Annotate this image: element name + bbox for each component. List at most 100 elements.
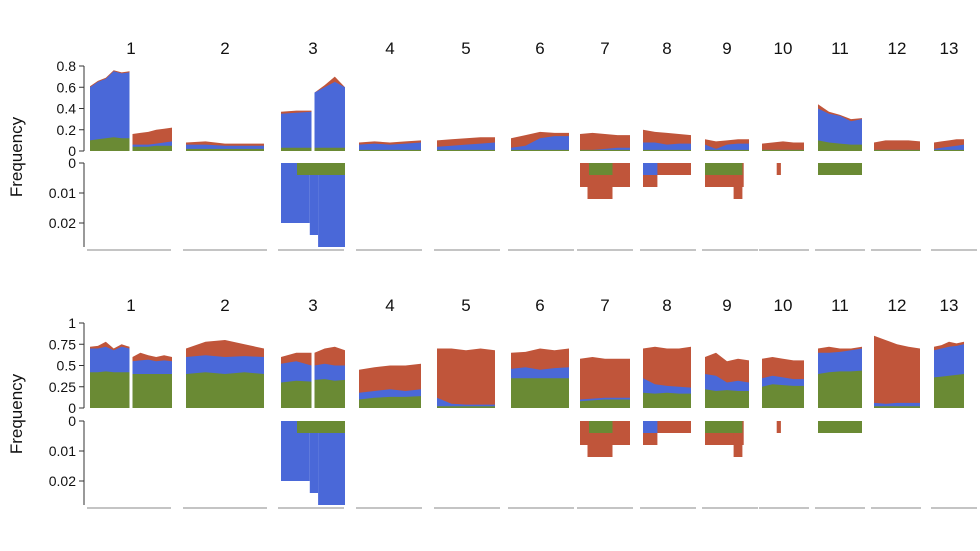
chromosome-label: 13	[940, 296, 959, 315]
lower-y-tick-label: 0.02	[49, 215, 76, 231]
chromosome-label: 9	[722, 296, 731, 315]
green-area	[818, 370, 862, 408]
upper-y-tick-label: 0	[68, 400, 76, 416]
y-axis-title: Frequency	[7, 373, 26, 454]
green-area	[90, 137, 130, 151]
blue-frequency-band	[309, 163, 319, 235]
green-area	[90, 371, 130, 408]
chromosome-label: 10	[774, 39, 793, 58]
blue-area	[90, 71, 130, 151]
green-frequency-band	[705, 163, 743, 175]
green-frequency-band	[818, 421, 862, 433]
green-area	[359, 149, 421, 151]
chromosome-label: 2	[220, 296, 229, 315]
blue-area	[818, 108, 862, 151]
red-frequency-band	[733, 163, 743, 199]
chromosome-label: 7	[600, 39, 609, 58]
green-area	[314, 379, 345, 408]
blue-area	[934, 144, 964, 151]
blue-frequency-band	[309, 421, 319, 493]
blue-area	[359, 142, 421, 151]
lower-y-tick-label: 0.02	[49, 473, 76, 489]
green-area	[762, 149, 804, 151]
red-frequency-band	[776, 163, 781, 175]
chromosome-label: 1	[126, 39, 135, 58]
chromosome-label: 12	[888, 296, 907, 315]
chromosome-label: 2	[220, 39, 229, 58]
green-area	[580, 149, 630, 151]
chromosome-label: 4	[385, 296, 394, 315]
blue-frequency-band	[318, 163, 345, 247]
green-area	[186, 148, 264, 151]
chromosome-label: 3	[308, 39, 317, 58]
red-area	[762, 141, 804, 151]
red-area	[580, 132, 630, 151]
green-area	[762, 384, 804, 408]
green-area	[186, 372, 264, 408]
green-area	[705, 149, 749, 151]
chromosome-label: 12	[888, 39, 907, 58]
blue-area	[643, 142, 691, 151]
upper-y-tick-label: 0.75	[49, 336, 76, 352]
lower-y-tick-label: 0.01	[49, 185, 76, 201]
green-area	[934, 149, 964, 151]
green-area	[580, 399, 630, 408]
upper-y-tick-label: 0.5	[57, 358, 77, 374]
green-area	[437, 406, 495, 408]
chromosome-label: 6	[535, 296, 544, 315]
chromosome-label: 7	[600, 296, 609, 315]
green-area	[511, 149, 569, 151]
blue-frequency-band	[643, 421, 658, 433]
chromosome-label: 5	[461, 296, 470, 315]
green-area	[359, 396, 421, 408]
upper-y-tick-label: 0.25	[49, 379, 76, 395]
lower-y-tick-label: 0	[68, 155, 76, 171]
green-area	[818, 140, 862, 151]
red-frequency-band	[776, 421, 781, 433]
green-frequency-band	[589, 421, 613, 433]
chromosome-label: 9	[722, 39, 731, 58]
green-frequency-band	[818, 163, 862, 175]
blue-frequency-band	[643, 163, 658, 175]
chromosome-label: 5	[461, 39, 470, 58]
green-area	[281, 147, 312, 151]
upper-y-tick-label: 0.8	[57, 58, 77, 74]
green-area	[132, 145, 172, 151]
chromosome-label: 10	[774, 296, 793, 315]
chromosome-label: 1	[126, 296, 135, 315]
green-area	[705, 389, 749, 408]
green-area	[132, 374, 172, 408]
green-area	[643, 149, 691, 151]
red-area	[437, 348, 495, 408]
green-area	[934, 374, 964, 408]
green-frequency-band	[705, 421, 743, 433]
green-frequency-band	[589, 163, 613, 175]
blue-area	[281, 111, 312, 151]
upper-y-tick-label: 0	[68, 143, 76, 159]
green-area	[874, 406, 920, 408]
red-area	[874, 335, 920, 408]
green-area	[437, 149, 495, 151]
green-frequency-band	[297, 421, 345, 433]
y-axis-title: Frequency	[7, 116, 26, 197]
chromosome-label: 11	[831, 39, 849, 58]
chromosome-label: 13	[940, 39, 959, 58]
chromosome-label: 8	[662, 39, 671, 58]
upper-y-tick-label: 0.2	[57, 122, 77, 138]
green-area	[511, 378, 569, 408]
blue-area	[437, 397, 495, 408]
chromosome-label: 3	[308, 296, 317, 315]
blue-area	[511, 136, 569, 151]
blue-area	[705, 143, 749, 151]
upper-y-tick-label: 0.6	[57, 79, 77, 95]
blue-area	[437, 142, 495, 151]
green-area	[643, 392, 691, 408]
upper-y-tick-label: 0.4	[57, 101, 77, 117]
chromosome-label: 6	[535, 39, 544, 58]
chromosome-label: 4	[385, 39, 394, 58]
chromosome-label: 11	[831, 296, 849, 315]
red-area	[874, 140, 920, 151]
